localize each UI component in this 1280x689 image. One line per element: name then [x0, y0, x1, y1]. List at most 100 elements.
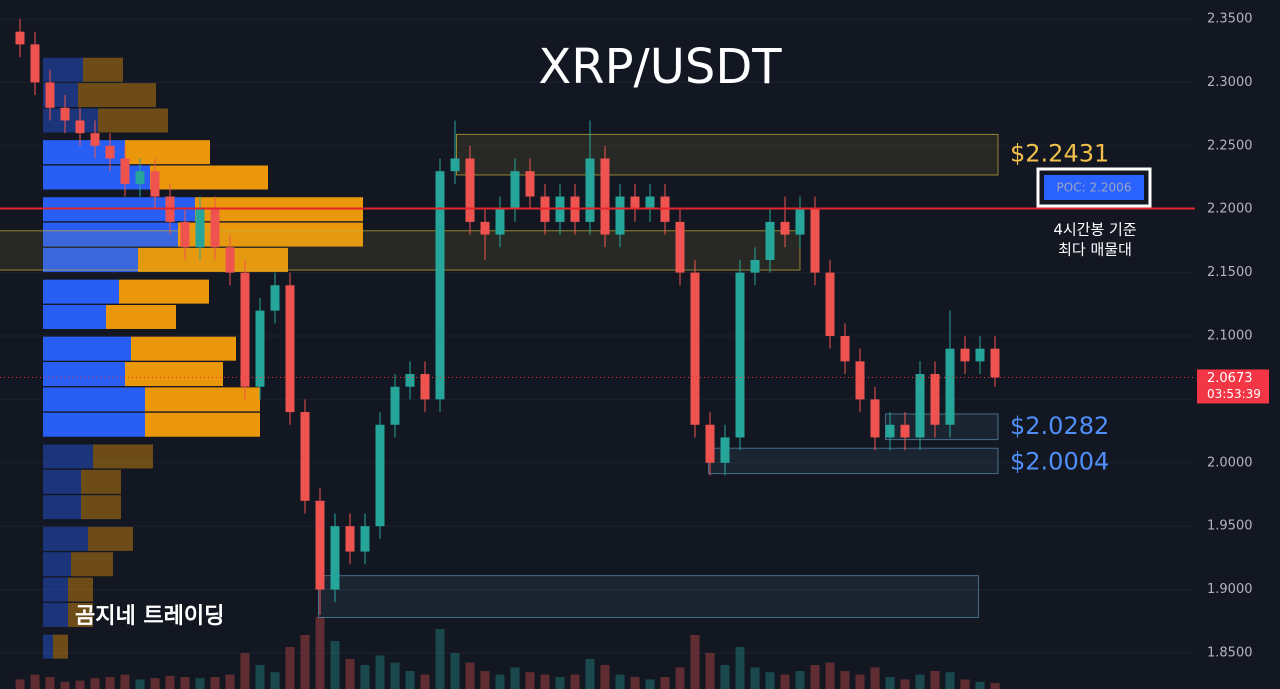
volume-bar — [180, 677, 190, 689]
candle-body — [75, 120, 85, 134]
volume-bar — [45, 677, 55, 689]
candle-body — [150, 171, 160, 197]
volume-bar — [165, 675, 175, 689]
candle-body — [210, 209, 220, 248]
volume-bar — [105, 677, 115, 689]
candle-body — [90, 133, 100, 146]
volume-bar — [420, 674, 430, 689]
candle-body — [465, 158, 475, 222]
volume-bar — [375, 655, 385, 689]
y-tick-label: 2.2000 — [1207, 202, 1253, 217]
volume-bar — [975, 681, 985, 689]
candle-body — [480, 221, 490, 235]
y-tick-label: 2.3500 — [1207, 12, 1253, 27]
volume-bar — [630, 677, 640, 689]
volume-bar — [750, 667, 760, 689]
y-tick-label: 2.3000 — [1207, 75, 1253, 90]
y-tick-label: 2.1000 — [1207, 329, 1253, 344]
candle-body — [450, 158, 460, 172]
volume-bar — [390, 662, 400, 689]
vp-buy-bar — [43, 362, 125, 387]
vp-sell-bar — [145, 387, 260, 412]
zones: $2.2431 $2.0282 $2.0004 — [0, 133, 1109, 618]
vp-sell-bar — [131, 336, 236, 361]
volume-bar — [615, 674, 625, 689]
candle-body — [375, 424, 385, 527]
candle-body — [960, 348, 970, 362]
volume-bar — [240, 653, 250, 689]
vp-buy-bar — [43, 602, 68, 627]
candle-body — [720, 437, 730, 463]
volume-bar — [540, 674, 550, 689]
candle-body — [270, 285, 280, 311]
volume-bar — [900, 679, 910, 689]
vp-sell-bar — [150, 165, 268, 190]
zone-label: $2.2431 — [1010, 140, 1109, 168]
volume-bar — [735, 647, 745, 689]
candle-body — [60, 107, 70, 121]
y-tick-label: 1.9500 — [1207, 519, 1253, 534]
candle-body — [750, 259, 760, 273]
volume-bar — [495, 674, 505, 689]
volume-bar — [990, 683, 1000, 689]
volume-bar — [330, 641, 340, 689]
candle-body — [630, 196, 640, 210]
volume-bar — [555, 677, 565, 689]
y-tick-label: 1.9000 — [1207, 582, 1253, 597]
candle-body — [990, 348, 1000, 378]
vp-buy-bar — [43, 552, 71, 577]
vp-buy-bar — [43, 247, 138, 272]
volume-bar — [30, 674, 40, 689]
vp-sell-bar — [81, 495, 121, 520]
volume-bar — [285, 647, 295, 689]
volume-bar — [60, 681, 70, 689]
volume-bar — [600, 665, 610, 689]
volume-bar — [525, 672, 535, 689]
volume-bar — [75, 680, 85, 689]
volume-bar — [960, 679, 970, 689]
candle-body — [360, 526, 370, 552]
volume-bar — [765, 672, 775, 689]
candle-body — [690, 272, 700, 425]
last-price-tag — [1197, 369, 1269, 404]
candle-body — [45, 82, 55, 108]
candle-body — [300, 412, 310, 501]
vp-buy-bar — [43, 279, 119, 304]
volume-bar — [360, 665, 370, 689]
candle-body — [705, 424, 715, 463]
volume-bar — [810, 665, 820, 689]
vp-sell-bar — [145, 412, 260, 437]
vp-sell-bar — [119, 279, 209, 304]
candle-body — [120, 158, 130, 184]
poc-box — [1044, 175, 1144, 200]
volume-bar — [225, 674, 235, 689]
candle-body — [105, 145, 115, 159]
vp-sell-bar — [83, 57, 123, 82]
candle-body — [585, 158, 595, 222]
candle-body — [915, 374, 925, 438]
candle-body — [345, 526, 355, 552]
candle-body — [195, 209, 205, 248]
vp-buy-bar — [43, 444, 93, 469]
vp-buy-bar — [43, 469, 81, 494]
vp-sell-bar — [138, 247, 288, 272]
vp-buy-bar — [43, 336, 131, 361]
candle-body — [225, 247, 235, 273]
poc-note: 4시간봉 기준 — [1053, 221, 1137, 239]
candle-body — [795, 209, 805, 235]
volume-bar — [450, 653, 460, 689]
vp-buy-bar — [43, 57, 83, 82]
volume-bar — [795, 671, 805, 689]
candle-body — [930, 374, 940, 425]
volume-bar — [690, 635, 700, 689]
y-tick-label: 1.8500 — [1207, 645, 1253, 660]
candle-body — [30, 44, 40, 83]
vp-buy-bar — [43, 526, 88, 551]
volume-bar — [945, 672, 955, 689]
candle-body — [675, 221, 685, 273]
zone — [456, 133, 999, 176]
candle-body — [765, 221, 775, 260]
vp-buy-bar — [43, 495, 81, 520]
